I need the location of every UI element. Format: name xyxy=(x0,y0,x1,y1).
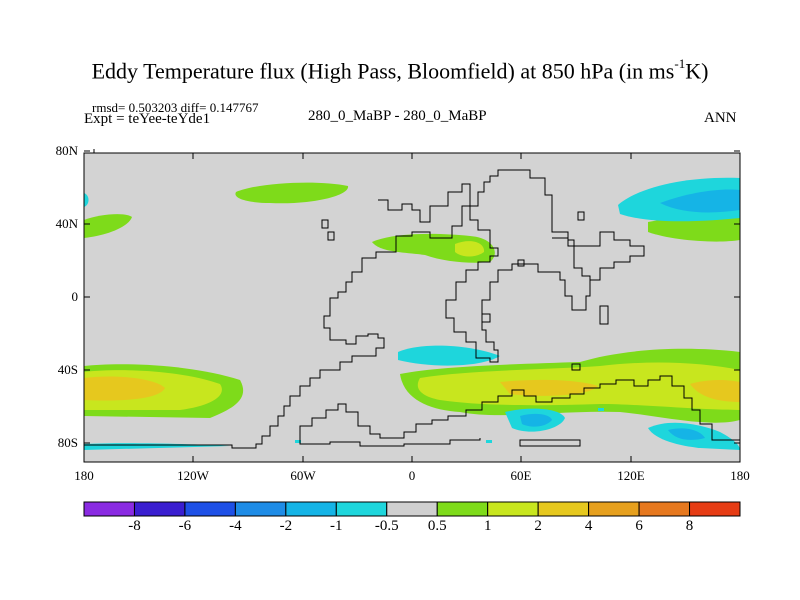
anomaly-south-negative-b-core xyxy=(520,413,552,427)
anomaly-south-negative-a xyxy=(398,345,500,366)
colorbar-label: -0.5 xyxy=(374,518,399,534)
anomaly-nw-pacific-negative xyxy=(84,193,89,207)
lon-label-60w: 60W xyxy=(290,468,316,483)
lon-label-120e: 120E xyxy=(617,468,645,483)
anomaly-south-east-orange-b xyxy=(690,380,740,402)
colorbar-box-0 xyxy=(83,501,135,517)
continent-outline-west xyxy=(84,183,471,449)
lon-label-180e: 180 xyxy=(730,468,750,483)
plot-title-main: Eddy Temperature flux (High Pass, Bloomf… xyxy=(91,58,675,84)
plot-title-end: K) xyxy=(685,58,709,84)
anomaly-south-west-orange xyxy=(84,376,165,401)
lat-label-40n: 40N xyxy=(55,216,78,231)
colorbar-label: 1 xyxy=(483,518,492,534)
colorbar-label: -6 xyxy=(178,518,192,534)
experiment-label: Expt = teYee-teYde1 xyxy=(84,111,211,127)
anomaly-speck-3 xyxy=(486,440,492,443)
colorbar-box-4 xyxy=(285,501,337,517)
plot-title-superscript: -1 xyxy=(674,56,686,71)
colorbar-label: -4 xyxy=(229,518,242,534)
anomaly-north-pacific-east-core xyxy=(660,189,740,213)
plot-title: Eddy Temperature flux (High Pass, Bloomf… xyxy=(0,56,800,84)
colorbar-box-8 xyxy=(487,501,539,517)
continent-outline-northeast-notch xyxy=(552,231,645,281)
colorbar-box-10 xyxy=(588,501,640,517)
lon-label-120w: 120W xyxy=(177,468,209,483)
continent-outline-island-b xyxy=(577,211,585,221)
continent-outline-antarctica-lower xyxy=(299,436,481,447)
colorbar-label: 2 xyxy=(534,518,542,534)
colorbar-box-2 xyxy=(184,501,236,517)
continent-outline-island-c xyxy=(321,219,329,229)
continent-outline-island-a xyxy=(599,305,609,325)
stats-label: rmsd= 0.503203 diff= 0.147767 xyxy=(92,100,259,115)
colorbar-box-9 xyxy=(537,501,590,517)
colorbar-box-11 xyxy=(638,501,691,517)
lon-label-0: 0 xyxy=(408,468,416,483)
anomaly-east-asia-core xyxy=(455,241,485,257)
colorbar-label: -2 xyxy=(279,518,293,534)
colorbar-box-12 xyxy=(689,501,741,517)
anomaly-nw-pacific xyxy=(84,214,132,238)
lon-label-60e: 60E xyxy=(510,468,532,483)
continent-outline-island-g xyxy=(571,363,581,371)
axis-ticks xyxy=(83,149,741,462)
continent-outline-island-d xyxy=(327,231,335,241)
continent-outline-island-f xyxy=(517,259,525,267)
colorbar-label: 4 xyxy=(584,518,593,534)
anomaly-north-atlantic xyxy=(235,182,349,204)
lat-label-80n: 80N xyxy=(55,143,78,158)
colorbar-box-6 xyxy=(386,501,438,517)
colorbar-box-3 xyxy=(234,501,287,517)
colorbar-label: 8 xyxy=(685,518,694,534)
colorbar-box-7 xyxy=(436,501,489,517)
anomaly-layer xyxy=(84,177,740,450)
colorbar-label: -8 xyxy=(128,518,141,534)
lat-label-0: 0 xyxy=(71,289,79,304)
continent-outline-island-e xyxy=(481,313,491,323)
continent-outline-antarctica xyxy=(299,375,740,441)
anomaly-speck-2 xyxy=(598,408,604,411)
season-label: ANN xyxy=(704,110,737,126)
continent-outline-east xyxy=(445,169,591,363)
colorbar-box-1 xyxy=(133,501,186,517)
comparison-label: 280_0_MaBP - 280_0_MaBP xyxy=(308,108,487,124)
anomaly-north-pacific-east-pos xyxy=(648,215,740,242)
colorbar-label: -1 xyxy=(330,518,343,534)
colorbar-label: 0.5 xyxy=(427,518,447,534)
anomaly-speck-1 xyxy=(295,440,301,443)
continent-outlines xyxy=(84,169,740,449)
lon-label-180w: 180 xyxy=(74,468,94,483)
colorbar-box-5 xyxy=(335,501,388,517)
continent-outline-small-se xyxy=(519,439,581,447)
colorbar-label: 6 xyxy=(635,518,643,534)
anomaly-south-negative-c-core xyxy=(668,428,705,440)
lat-label-40s: 40S xyxy=(57,362,78,377)
lat-label-80s: 80S xyxy=(57,435,78,450)
